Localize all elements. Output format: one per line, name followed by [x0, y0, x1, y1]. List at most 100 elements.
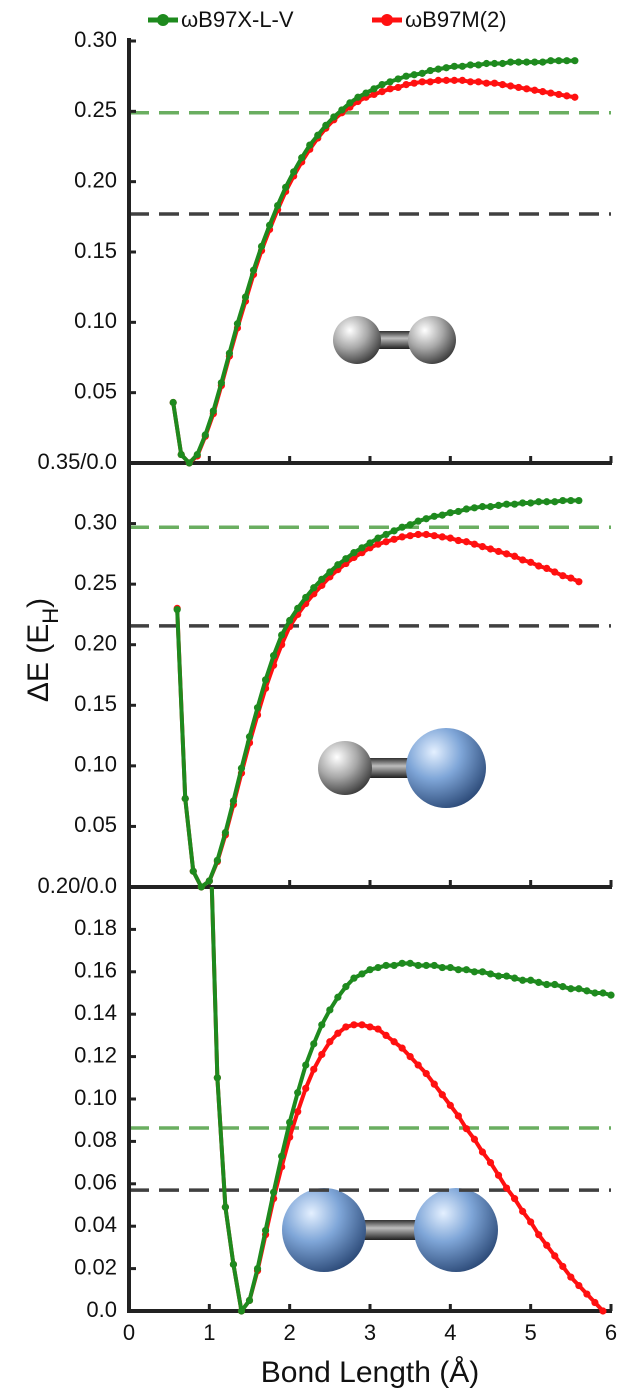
y-tick-label: 0.12 — [74, 1042, 117, 1067]
data-point — [502, 550, 511, 558]
data-point — [330, 113, 338, 121]
data-point — [470, 504, 479, 512]
data-point — [386, 78, 394, 86]
molecule-h2 — [333, 316, 456, 364]
y-tick-label: 0.10 — [74, 308, 117, 333]
y-tick-label: 0.08 — [74, 1127, 117, 1152]
data-point — [346, 99, 354, 107]
data-point — [474, 78, 483, 86]
data-point — [494, 972, 503, 980]
y-tick-label: 0.04 — [74, 1212, 117, 1237]
data-point — [555, 57, 563, 65]
data-point — [374, 963, 382, 972]
data-point — [478, 968, 487, 976]
x-tick-label: 5 — [525, 1320, 537, 1345]
data-point — [571, 57, 579, 65]
data-point — [559, 572, 567, 580]
data-point — [181, 794, 189, 803]
y-tick-label: 0.25 — [74, 570, 117, 595]
data-point — [599, 1307, 607, 1315]
data-point — [310, 584, 318, 592]
data-point — [253, 1265, 262, 1273]
data-point — [193, 450, 201, 459]
data-point — [442, 64, 450, 72]
data-point — [410, 79, 418, 87]
data-point — [358, 544, 366, 552]
data-point — [173, 605, 181, 614]
data-point — [426, 66, 434, 75]
data-point — [245, 1296, 254, 1304]
data-point — [527, 976, 535, 984]
data-point — [567, 496, 575, 505]
data-point — [426, 78, 434, 86]
data-point — [206, 799, 213, 806]
data-point — [261, 676, 270, 684]
y-tick-label: 0.10 — [74, 1085, 117, 1110]
data-point — [390, 527, 398, 535]
molecule-f2 — [282, 1188, 498, 1272]
y-tick-label: 0.20 — [74, 167, 117, 192]
data-point — [270, 1188, 278, 1196]
data-point — [382, 961, 390, 970]
data-point — [354, 93, 362, 101]
data-point — [527, 1218, 535, 1226]
legend-label: ωB97M(2) — [405, 7, 507, 32]
data-point — [442, 76, 450, 84]
data-point — [398, 523, 406, 531]
data-point — [350, 1021, 358, 1029]
data-point — [410, 71, 418, 79]
data-point — [378, 81, 386, 89]
data-point — [502, 972, 511, 980]
data-point — [510, 552, 519, 560]
plot-area — [173, 496, 583, 891]
data-point — [302, 1061, 310, 1069]
data-point — [398, 533, 406, 541]
data-point — [430, 532, 438, 540]
data-point — [322, 121, 330, 129]
data-point — [418, 78, 426, 86]
data-point — [302, 593, 310, 602]
y-axis-label: ΔE (EH) — [22, 598, 63, 702]
data-point — [326, 568, 334, 576]
data-point — [398, 959, 406, 967]
data-point — [406, 521, 414, 529]
data-point — [197, 883, 205, 891]
data-point — [422, 1069, 430, 1078]
data-point — [278, 1152, 286, 1160]
data-point — [366, 966, 374, 974]
data-point — [446, 963, 454, 972]
data-point — [382, 538, 390, 546]
data-point — [559, 496, 567, 505]
data-point — [543, 980, 551, 989]
data-point — [434, 65, 442, 73]
data-point — [241, 293, 250, 301]
data-point — [563, 57, 571, 65]
data-point — [394, 83, 402, 92]
data-point — [366, 1023, 374, 1031]
data-point — [314, 131, 322, 139]
data-point — [571, 93, 579, 101]
data-point — [551, 498, 559, 506]
data-point — [523, 85, 531, 93]
data-point — [547, 89, 555, 97]
data-point — [310, 1040, 318, 1048]
data-point — [221, 828, 229, 837]
legend-marker — [157, 14, 169, 26]
data-point — [519, 976, 527, 984]
data-point — [466, 61, 475, 69]
data-point — [358, 970, 366, 978]
y-tick-label: 0.05 — [74, 378, 117, 403]
legend-marker — [381, 14, 393, 26]
data-point — [318, 575, 326, 583]
data-point — [482, 59, 491, 68]
y-tick-label: 0.16 — [74, 958, 117, 983]
data-point — [370, 90, 378, 99]
x-tick-label: 4 — [444, 1320, 456, 1345]
data-point — [531, 86, 539, 94]
data-point — [438, 963, 446, 972]
data-point — [362, 89, 370, 97]
y-tick-label: 0.25 — [74, 97, 117, 122]
data-point — [378, 88, 386, 96]
data-point — [559, 1262, 567, 1271]
data-point — [575, 496, 583, 505]
